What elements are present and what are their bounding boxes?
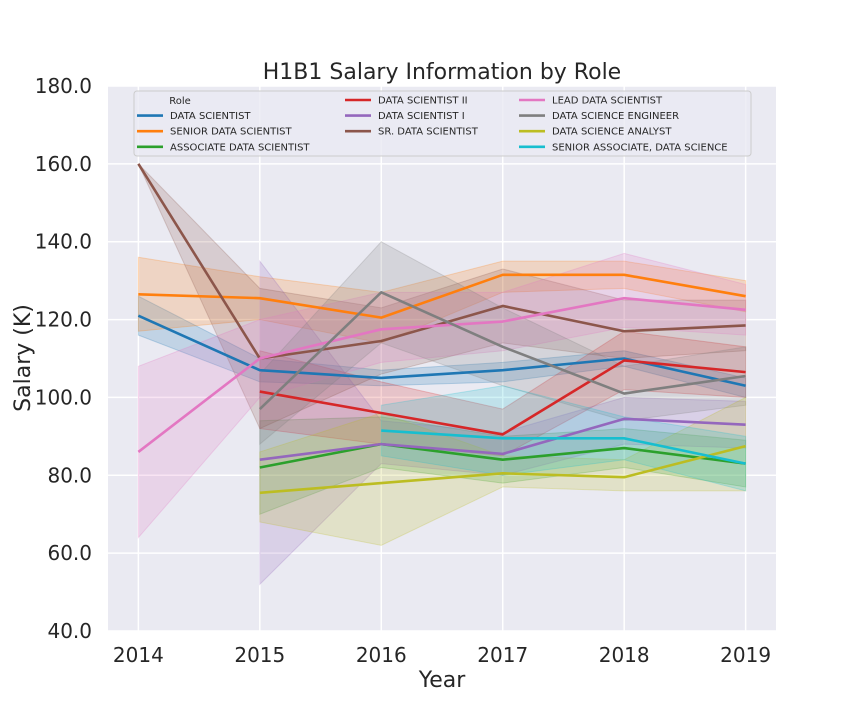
legend-frame — [133, 90, 752, 157]
series-line-4 — [259, 417, 746, 462]
series-line-7 — [258, 291, 746, 411]
x-tick-label: 2015 — [234, 643, 285, 667]
legend-label: DATA SCIENCE ANALYST — [552, 127, 672, 138]
confidence-band-2 — [259, 416, 747, 515]
legend-label: DATA SCIENCE ENGINEER — [552, 111, 679, 122]
x-axis-label: Year — [418, 668, 467, 693]
series-line-6 — [137, 296, 746, 453]
y-tick-label: 100.0 — [35, 385, 92, 409]
y-tick-label: 140.0 — [35, 230, 92, 254]
y-tick-label: 60.0 — [47, 541, 92, 565]
x-tick-label: 2014 — [113, 643, 164, 667]
legend-label: SR. DATA SCIENTIST — [378, 127, 479, 138]
legend-label: DATA SCIENTIST I — [378, 111, 465, 122]
y-tick-label: 120.0 — [35, 308, 92, 332]
legend-label: DATA SCIENTIST II — [378, 96, 468, 107]
legend-label: LEAD DATA SCIENTIST — [552, 96, 663, 107]
legend: Role DATA SCIENTIST SENIOR DATA SCIENTIST… — [133, 90, 752, 157]
x-tick-label: 2017 — [477, 643, 528, 667]
series-line-2 — [259, 442, 746, 469]
series-line-8 — [259, 444, 746, 495]
series-line-9 — [381, 429, 746, 465]
x-tick-label: 2016 — [356, 643, 407, 667]
chart-title: H1B1 Salary Information by Role — [263, 60, 621, 85]
x-tick-label: 2018 — [599, 643, 650, 667]
confidence-band-3 — [259, 330, 747, 457]
y-axis-label: Salary (K) — [11, 304, 36, 412]
legend-label: DATA SCIENTIST — [170, 111, 251, 122]
series-line-1 — [138, 273, 746, 319]
y-tick-label: 80.0 — [47, 463, 92, 487]
y-axis-ticks: 40.0 60.0 80.0 100.0 120.0 140.0 160.0 180.0 — [35, 74, 92, 643]
x-axis-ticks: 2014 2015 2016 2017 2018 2019 — [113, 643, 771, 667]
series-lines — [137, 163, 746, 495]
legend-label: ASSOCIATE DATA SCIENTIST — [170, 142, 310, 153]
confidence-band-8 — [259, 396, 747, 546]
series-line-3 — [259, 359, 746, 436]
legend-label: SENIOR ASSOCIATE, DATA SCIENCE — [552, 142, 728, 153]
legend-title: Role — [169, 96, 191, 107]
legend-label: SENIOR DATA SCIENTIST — [170, 127, 293, 138]
plot-area — [108, 86, 776, 631]
x-tick-label: 2019 — [720, 643, 771, 667]
y-tick-label: 180.0 — [35, 74, 92, 98]
y-tick-label: 160.0 — [35, 152, 92, 176]
y-tick-label: 40.0 — [47, 619, 92, 643]
series-line-5 — [137, 163, 746, 360]
